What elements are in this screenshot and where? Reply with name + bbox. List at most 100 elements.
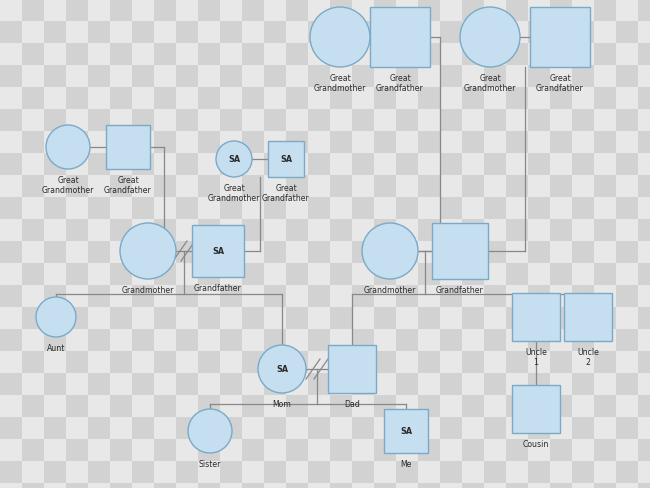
FancyBboxPatch shape: [352, 307, 374, 329]
FancyBboxPatch shape: [0, 44, 22, 66]
FancyBboxPatch shape: [286, 285, 308, 307]
FancyBboxPatch shape: [374, 351, 396, 373]
FancyBboxPatch shape: [572, 461, 594, 483]
FancyBboxPatch shape: [242, 22, 264, 44]
FancyBboxPatch shape: [22, 198, 44, 220]
FancyBboxPatch shape: [132, 242, 154, 264]
FancyBboxPatch shape: [66, 44, 88, 66]
FancyBboxPatch shape: [396, 66, 418, 88]
FancyBboxPatch shape: [44, 242, 66, 264]
FancyBboxPatch shape: [308, 198, 330, 220]
FancyBboxPatch shape: [22, 264, 44, 285]
FancyBboxPatch shape: [154, 329, 176, 351]
FancyBboxPatch shape: [264, 242, 286, 264]
FancyBboxPatch shape: [286, 242, 308, 264]
FancyBboxPatch shape: [198, 417, 220, 439]
FancyBboxPatch shape: [308, 264, 330, 285]
FancyBboxPatch shape: [154, 176, 176, 198]
FancyBboxPatch shape: [132, 0, 154, 22]
FancyBboxPatch shape: [220, 417, 242, 439]
Text: Mom: Mom: [272, 399, 291, 408]
FancyBboxPatch shape: [330, 66, 352, 88]
FancyBboxPatch shape: [528, 307, 550, 329]
FancyBboxPatch shape: [638, 22, 650, 44]
FancyBboxPatch shape: [550, 264, 572, 285]
FancyBboxPatch shape: [44, 0, 66, 22]
FancyBboxPatch shape: [242, 44, 264, 66]
FancyBboxPatch shape: [440, 132, 462, 154]
FancyBboxPatch shape: [198, 264, 220, 285]
FancyBboxPatch shape: [440, 154, 462, 176]
FancyBboxPatch shape: [616, 198, 638, 220]
FancyBboxPatch shape: [506, 329, 528, 351]
FancyBboxPatch shape: [88, 483, 110, 488]
FancyBboxPatch shape: [594, 285, 616, 307]
FancyBboxPatch shape: [242, 417, 264, 439]
FancyBboxPatch shape: [550, 417, 572, 439]
FancyBboxPatch shape: [308, 154, 330, 176]
Text: Great
Grandfather: Great Grandfather: [104, 176, 152, 195]
FancyBboxPatch shape: [176, 22, 198, 44]
FancyBboxPatch shape: [176, 66, 198, 88]
FancyBboxPatch shape: [0, 220, 22, 242]
FancyBboxPatch shape: [66, 22, 88, 44]
FancyBboxPatch shape: [88, 329, 110, 351]
FancyBboxPatch shape: [352, 329, 374, 351]
FancyBboxPatch shape: [616, 417, 638, 439]
FancyBboxPatch shape: [220, 154, 242, 176]
FancyBboxPatch shape: [308, 329, 330, 351]
FancyBboxPatch shape: [638, 44, 650, 66]
FancyBboxPatch shape: [506, 132, 528, 154]
FancyBboxPatch shape: [154, 307, 176, 329]
FancyBboxPatch shape: [286, 44, 308, 66]
FancyBboxPatch shape: [154, 154, 176, 176]
FancyBboxPatch shape: [198, 110, 220, 132]
FancyBboxPatch shape: [66, 395, 88, 417]
FancyBboxPatch shape: [132, 351, 154, 373]
FancyBboxPatch shape: [396, 439, 418, 461]
FancyBboxPatch shape: [88, 132, 110, 154]
FancyBboxPatch shape: [198, 395, 220, 417]
FancyBboxPatch shape: [550, 0, 572, 22]
FancyBboxPatch shape: [110, 0, 132, 22]
FancyBboxPatch shape: [220, 0, 242, 22]
FancyBboxPatch shape: [308, 307, 330, 329]
FancyBboxPatch shape: [0, 351, 22, 373]
FancyBboxPatch shape: [528, 373, 550, 395]
FancyBboxPatch shape: [594, 110, 616, 132]
FancyBboxPatch shape: [44, 285, 66, 307]
FancyBboxPatch shape: [264, 220, 286, 242]
FancyBboxPatch shape: [132, 132, 154, 154]
FancyBboxPatch shape: [66, 0, 88, 22]
FancyBboxPatch shape: [198, 285, 220, 307]
FancyBboxPatch shape: [242, 132, 264, 154]
FancyBboxPatch shape: [110, 220, 132, 242]
FancyBboxPatch shape: [396, 264, 418, 285]
FancyBboxPatch shape: [418, 395, 440, 417]
FancyBboxPatch shape: [154, 461, 176, 483]
FancyBboxPatch shape: [242, 395, 264, 417]
FancyBboxPatch shape: [462, 373, 484, 395]
FancyBboxPatch shape: [110, 461, 132, 483]
FancyBboxPatch shape: [418, 0, 440, 22]
FancyBboxPatch shape: [176, 264, 198, 285]
FancyBboxPatch shape: [616, 220, 638, 242]
FancyBboxPatch shape: [528, 88, 550, 110]
FancyBboxPatch shape: [572, 395, 594, 417]
FancyBboxPatch shape: [528, 132, 550, 154]
FancyBboxPatch shape: [594, 198, 616, 220]
FancyBboxPatch shape: [594, 351, 616, 373]
FancyBboxPatch shape: [22, 242, 44, 264]
FancyBboxPatch shape: [44, 110, 66, 132]
FancyBboxPatch shape: [594, 220, 616, 242]
FancyBboxPatch shape: [110, 373, 132, 395]
FancyBboxPatch shape: [264, 154, 286, 176]
FancyBboxPatch shape: [154, 110, 176, 132]
FancyBboxPatch shape: [154, 439, 176, 461]
FancyBboxPatch shape: [396, 307, 418, 329]
FancyBboxPatch shape: [462, 285, 484, 307]
FancyBboxPatch shape: [44, 220, 66, 242]
FancyBboxPatch shape: [484, 307, 506, 329]
FancyBboxPatch shape: [374, 198, 396, 220]
FancyBboxPatch shape: [528, 417, 550, 439]
